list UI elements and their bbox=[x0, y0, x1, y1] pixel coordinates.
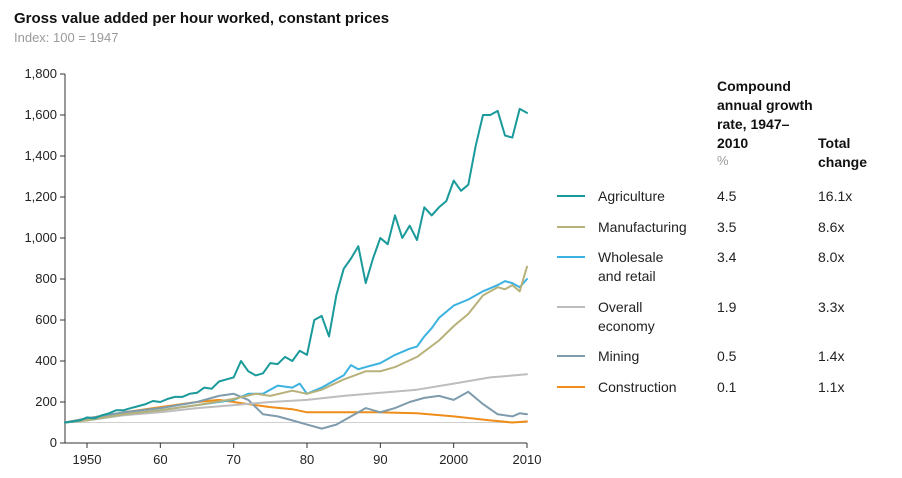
legend-label: Mining bbox=[598, 348, 640, 364]
y-tick-label: 1,800 bbox=[24, 66, 57, 81]
legend-swatch bbox=[557, 195, 585, 197]
chart-axes: 0 200 400 600 800 1,000 1,200 1,400 1,600 1,800 19… bbox=[24, 66, 541, 467]
legend-swatch bbox=[557, 355, 585, 357]
chart-subtitle: Index: 100 = 1947 bbox=[14, 30, 119, 45]
y-tick-label: 0 bbox=[50, 435, 57, 450]
legend-swatch bbox=[557, 256, 585, 258]
y-tick-label: 200 bbox=[35, 394, 57, 409]
x-tick-label: 70 bbox=[226, 452, 240, 467]
legend-growth-rate: 0.1 bbox=[717, 379, 737, 395]
table-header-rate-unit: % bbox=[717, 153, 729, 168]
legend-growth-rate: 0.5 bbox=[717, 348, 737, 364]
x-tick-label: 2010 bbox=[513, 452, 542, 467]
legend-row-overall-economy: Overall economy 1.9 3.3x bbox=[557, 298, 897, 338]
x-tick-label: 2000 bbox=[439, 452, 468, 467]
legend-row-manufacturing: Manufacturing 3.5 8.6x bbox=[557, 218, 897, 258]
series-line-mining bbox=[64, 390, 528, 430]
x-tick-label: 90 bbox=[373, 452, 387, 467]
legend-growth-rate: 3.5 bbox=[717, 219, 737, 235]
legend-row-mining: Mining 0.5 1.4x bbox=[557, 347, 897, 387]
y-tick-label: 1,400 bbox=[24, 148, 57, 163]
legend-total-change: 8.0x bbox=[818, 249, 845, 265]
y-tick-label: 400 bbox=[35, 353, 57, 368]
legend-swatch bbox=[557, 306, 585, 308]
legend-growth-rate: 3.4 bbox=[717, 249, 737, 265]
x-tick-label: 80 bbox=[300, 452, 314, 467]
legend-total-change: 16.1x bbox=[818, 188, 853, 204]
legend-total-change: 8.6x bbox=[818, 219, 845, 235]
legend-row-construction: Construction 0.1 1.1x bbox=[557, 378, 897, 418]
y-tick-label: 600 bbox=[35, 312, 57, 327]
legend-total-change: 1.1x bbox=[818, 379, 845, 395]
legend-label: Agriculture bbox=[598, 188, 665, 204]
series-line-overall-economy bbox=[64, 373, 528, 424]
series-line-manufacturing bbox=[64, 265, 528, 424]
legend-growth-rate: 4.5 bbox=[717, 188, 737, 204]
legend-total-change: 1.4x bbox=[818, 348, 845, 364]
y-tick-label: 1,000 bbox=[24, 230, 57, 245]
chart-series-lines bbox=[64, 107, 528, 430]
legend-growth-rate: 1.9 bbox=[717, 299, 737, 315]
legend-row-wholesale-and-retail: Wholesale and retail 3.4 8.0x bbox=[557, 248, 897, 288]
legend-total-change: 3.3x bbox=[818, 299, 845, 315]
x-tick-label: 60 bbox=[153, 452, 167, 467]
y-tick-label: 1,200 bbox=[24, 189, 57, 204]
table-header-total: Total change bbox=[818, 135, 868, 170]
legend-label: Manufacturing bbox=[598, 219, 687, 235]
legend-label: Construction bbox=[598, 379, 677, 395]
y-tick-label: 1,600 bbox=[24, 107, 57, 122]
series-line-agriculture bbox=[64, 107, 528, 424]
chart-title: Gross value added per hour worked, const… bbox=[14, 10, 390, 27]
x-tick-label: 1950 bbox=[73, 452, 102, 467]
legend-swatch bbox=[557, 386, 585, 388]
legend-label: Overall economy bbox=[598, 299, 655, 334]
table-header-rate: Compound annual growth rate, 1947–2010 bbox=[717, 78, 813, 151]
y-tick-label: 800 bbox=[35, 271, 57, 286]
legend-label: Wholesale and retail bbox=[598, 249, 664, 284]
legend-swatch bbox=[557, 226, 585, 228]
legend-row-agriculture: Agriculture 4.5 16.1x bbox=[557, 187, 897, 227]
